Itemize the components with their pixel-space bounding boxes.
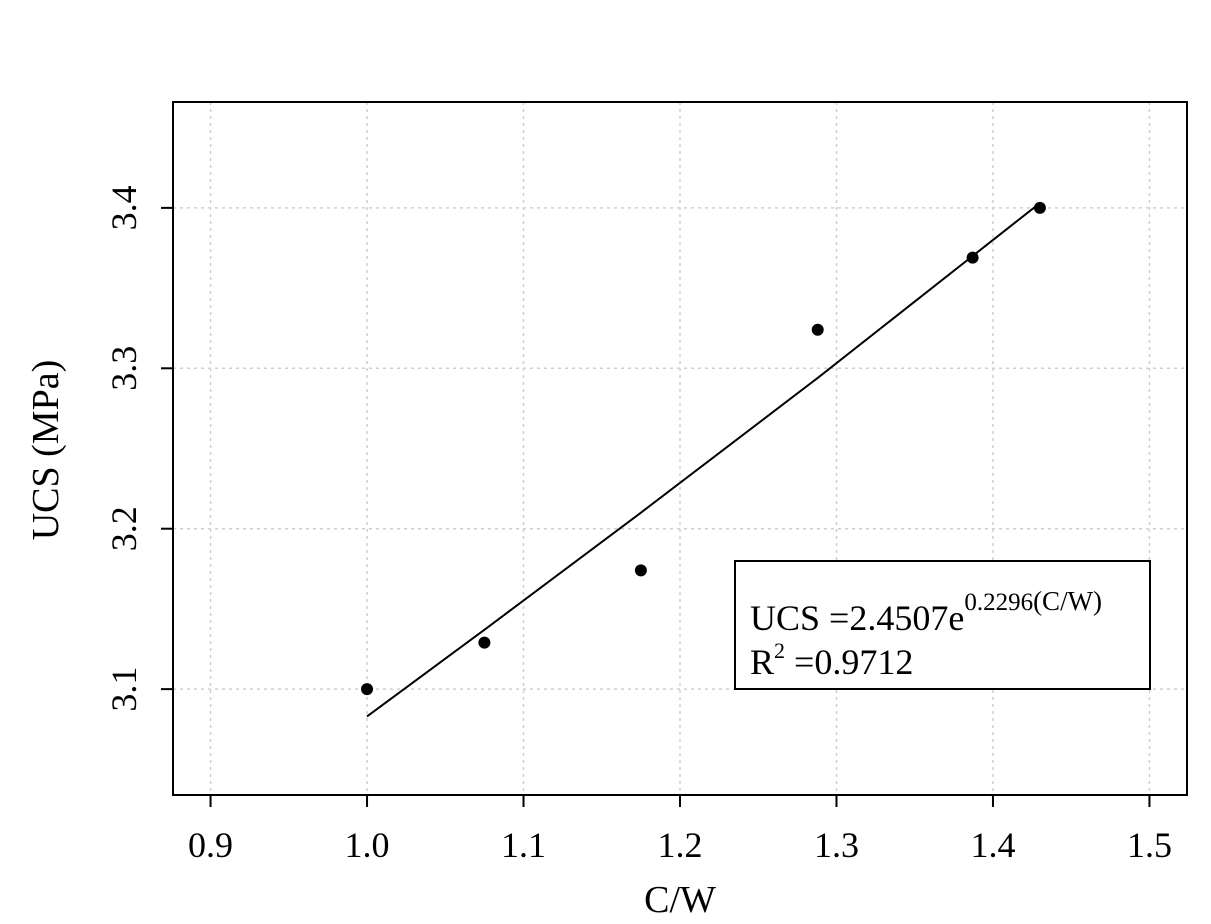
x-tick-label: 1.2 <box>658 825 703 865</box>
grid <box>173 102 1187 795</box>
x-tick-label: 1.4 <box>970 825 1015 865</box>
data-point <box>966 251 979 264</box>
y-tick-label: 3.1 <box>104 667 144 712</box>
data-point <box>811 323 824 336</box>
equation-base: UCS =2.4507e <box>750 598 964 638</box>
fit-line <box>366 202 1041 718</box>
equation-exponent: 0.2296 <box>964 589 1033 616</box>
y-tick-label: 3.2 <box>104 506 144 551</box>
x-tick-label: 0.9 <box>188 825 233 865</box>
equation: UCS =2.4507e0.2296(C/W) <box>750 586 1102 638</box>
x-tick-label: 1.1 <box>501 825 546 865</box>
x-tick-label: 1.5 <box>1127 825 1172 865</box>
y-tick-label: 3.4 <box>104 185 144 230</box>
data-point <box>634 564 647 577</box>
data-point <box>361 683 374 696</box>
data-point <box>478 636 491 649</box>
r-squared-value: =0.9712 <box>785 642 913 682</box>
y-axis-label: UCS (MPa) <box>25 360 67 541</box>
data-point <box>1033 201 1046 214</box>
r-squared: R2 =0.9712 <box>750 638 913 682</box>
x-tick-label: 1.0 <box>345 825 390 865</box>
x-axis-label: C/W <box>644 879 716 921</box>
r-squared-sup: 2 <box>774 638 785 663</box>
x-tick-label: 1.3 <box>814 825 859 865</box>
annotation-box <box>734 560 1151 690</box>
y-tick-label: 3.3 <box>104 346 144 391</box>
equation-exponent-tail: (C/W) <box>1033 586 1102 616</box>
r-squared-base: R <box>750 642 774 682</box>
